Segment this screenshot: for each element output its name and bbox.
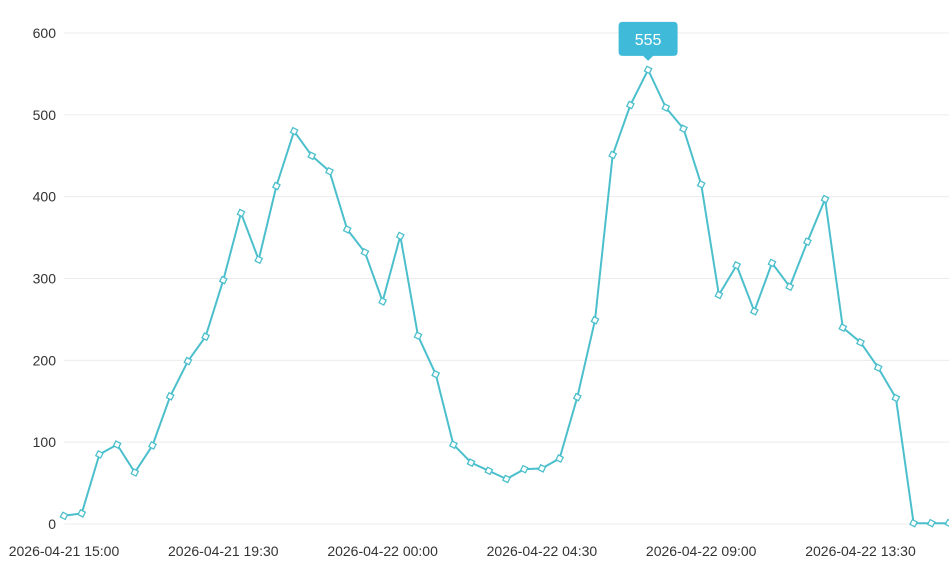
data-point-marker [378, 296, 388, 306]
data-point-marker [148, 440, 157, 450]
data-point-marker [342, 224, 352, 234]
marker-layer [59, 65, 949, 528]
data-point-marker [94, 449, 104, 459]
data-point-marker [802, 237, 812, 247]
data-point-marker [271, 181, 281, 191]
data-point-marker [183, 356, 193, 366]
data-point-marker [838, 323, 848, 333]
data-point-marker [767, 258, 777, 268]
data-point-marker [891, 393, 901, 403]
data-point-marker [661, 102, 671, 112]
data-point-marker [59, 511, 69, 521]
series-layer [63, 68, 949, 525]
data-point-marker [926, 518, 936, 528]
x-tick-label: 2026-04-22 00:00 [327, 543, 438, 559]
data-point-marker [307, 151, 317, 161]
y-axis: 0 100 200 300 400 500 600 [33, 25, 57, 532]
data-point-marker [625, 100, 635, 110]
data-point-marker [714, 290, 724, 300]
data-point-marker [413, 331, 423, 341]
tooltip: 555 [618, 21, 678, 61]
tooltip-box [618, 21, 678, 61]
data-point-marker [590, 315, 600, 325]
data-point-marker [395, 231, 405, 241]
data-point-marker [519, 464, 529, 474]
data-point-marker [325, 166, 334, 176]
y-tick-label: 600 [33, 25, 57, 41]
data-point-marker [820, 194, 830, 204]
data-point-marker [873, 363, 883, 373]
data-point-marker [112, 440, 122, 450]
y-tick-label: 400 [33, 189, 57, 205]
data-point-marker [944, 518, 949, 527]
data-point-marker [431, 369, 441, 379]
data-point-marker [732, 260, 742, 270]
y-tick-label: 500 [33, 107, 57, 123]
data-point-marker [502, 474, 511, 484]
data-point-marker [484, 466, 494, 476]
data-point-marker [909, 518, 919, 528]
data-point-marker [289, 126, 299, 136]
x-tick-label: 2026-04-22 04:30 [487, 543, 598, 559]
data-point-marker [77, 508, 87, 518]
x-axis: 2026-04-21 15:00 2026-04-21 19:30 2026-04-… [9, 543, 916, 559]
data-point-marker [360, 247, 370, 257]
data-point-marker [130, 467, 140, 477]
data-point-marker [856, 337, 865, 347]
data-point-marker [448, 440, 458, 450]
data-point-marker [466, 458, 476, 468]
x-tick-label: 2026-04-21 19:30 [168, 543, 279, 559]
y-tick-label: 0 [48, 516, 56, 532]
y-tick-label: 200 [33, 352, 57, 368]
data-point-marker [643, 65, 653, 75]
data-point-marker [201, 332, 211, 342]
x-tick-label: 2026-04-21 15:00 [9, 543, 120, 559]
data-point-marker [679, 124, 688, 134]
data-point-marker [218, 275, 228, 285]
y-tick-label: 100 [33, 434, 57, 450]
series-line [63, 68, 949, 525]
data-point-marker [537, 463, 547, 473]
data-point-marker [555, 454, 565, 464]
data-point-marker [749, 306, 759, 316]
x-tick-label: 2026-04-22 13:30 [805, 543, 916, 559]
x-tick-label: 2026-04-22 09:00 [646, 543, 757, 559]
data-point-marker [236, 208, 246, 218]
data-point-marker [254, 255, 264, 265]
grid-lines [64, 32, 949, 525]
tooltip-value: 555 [635, 32, 662, 49]
y-tick-label: 300 [33, 271, 57, 287]
data-point-marker [785, 282, 795, 292]
data-point-marker [608, 150, 618, 160]
data-point-marker [696, 179, 706, 189]
data-point-marker [572, 392, 582, 402]
data-point-marker [165, 391, 175, 401]
